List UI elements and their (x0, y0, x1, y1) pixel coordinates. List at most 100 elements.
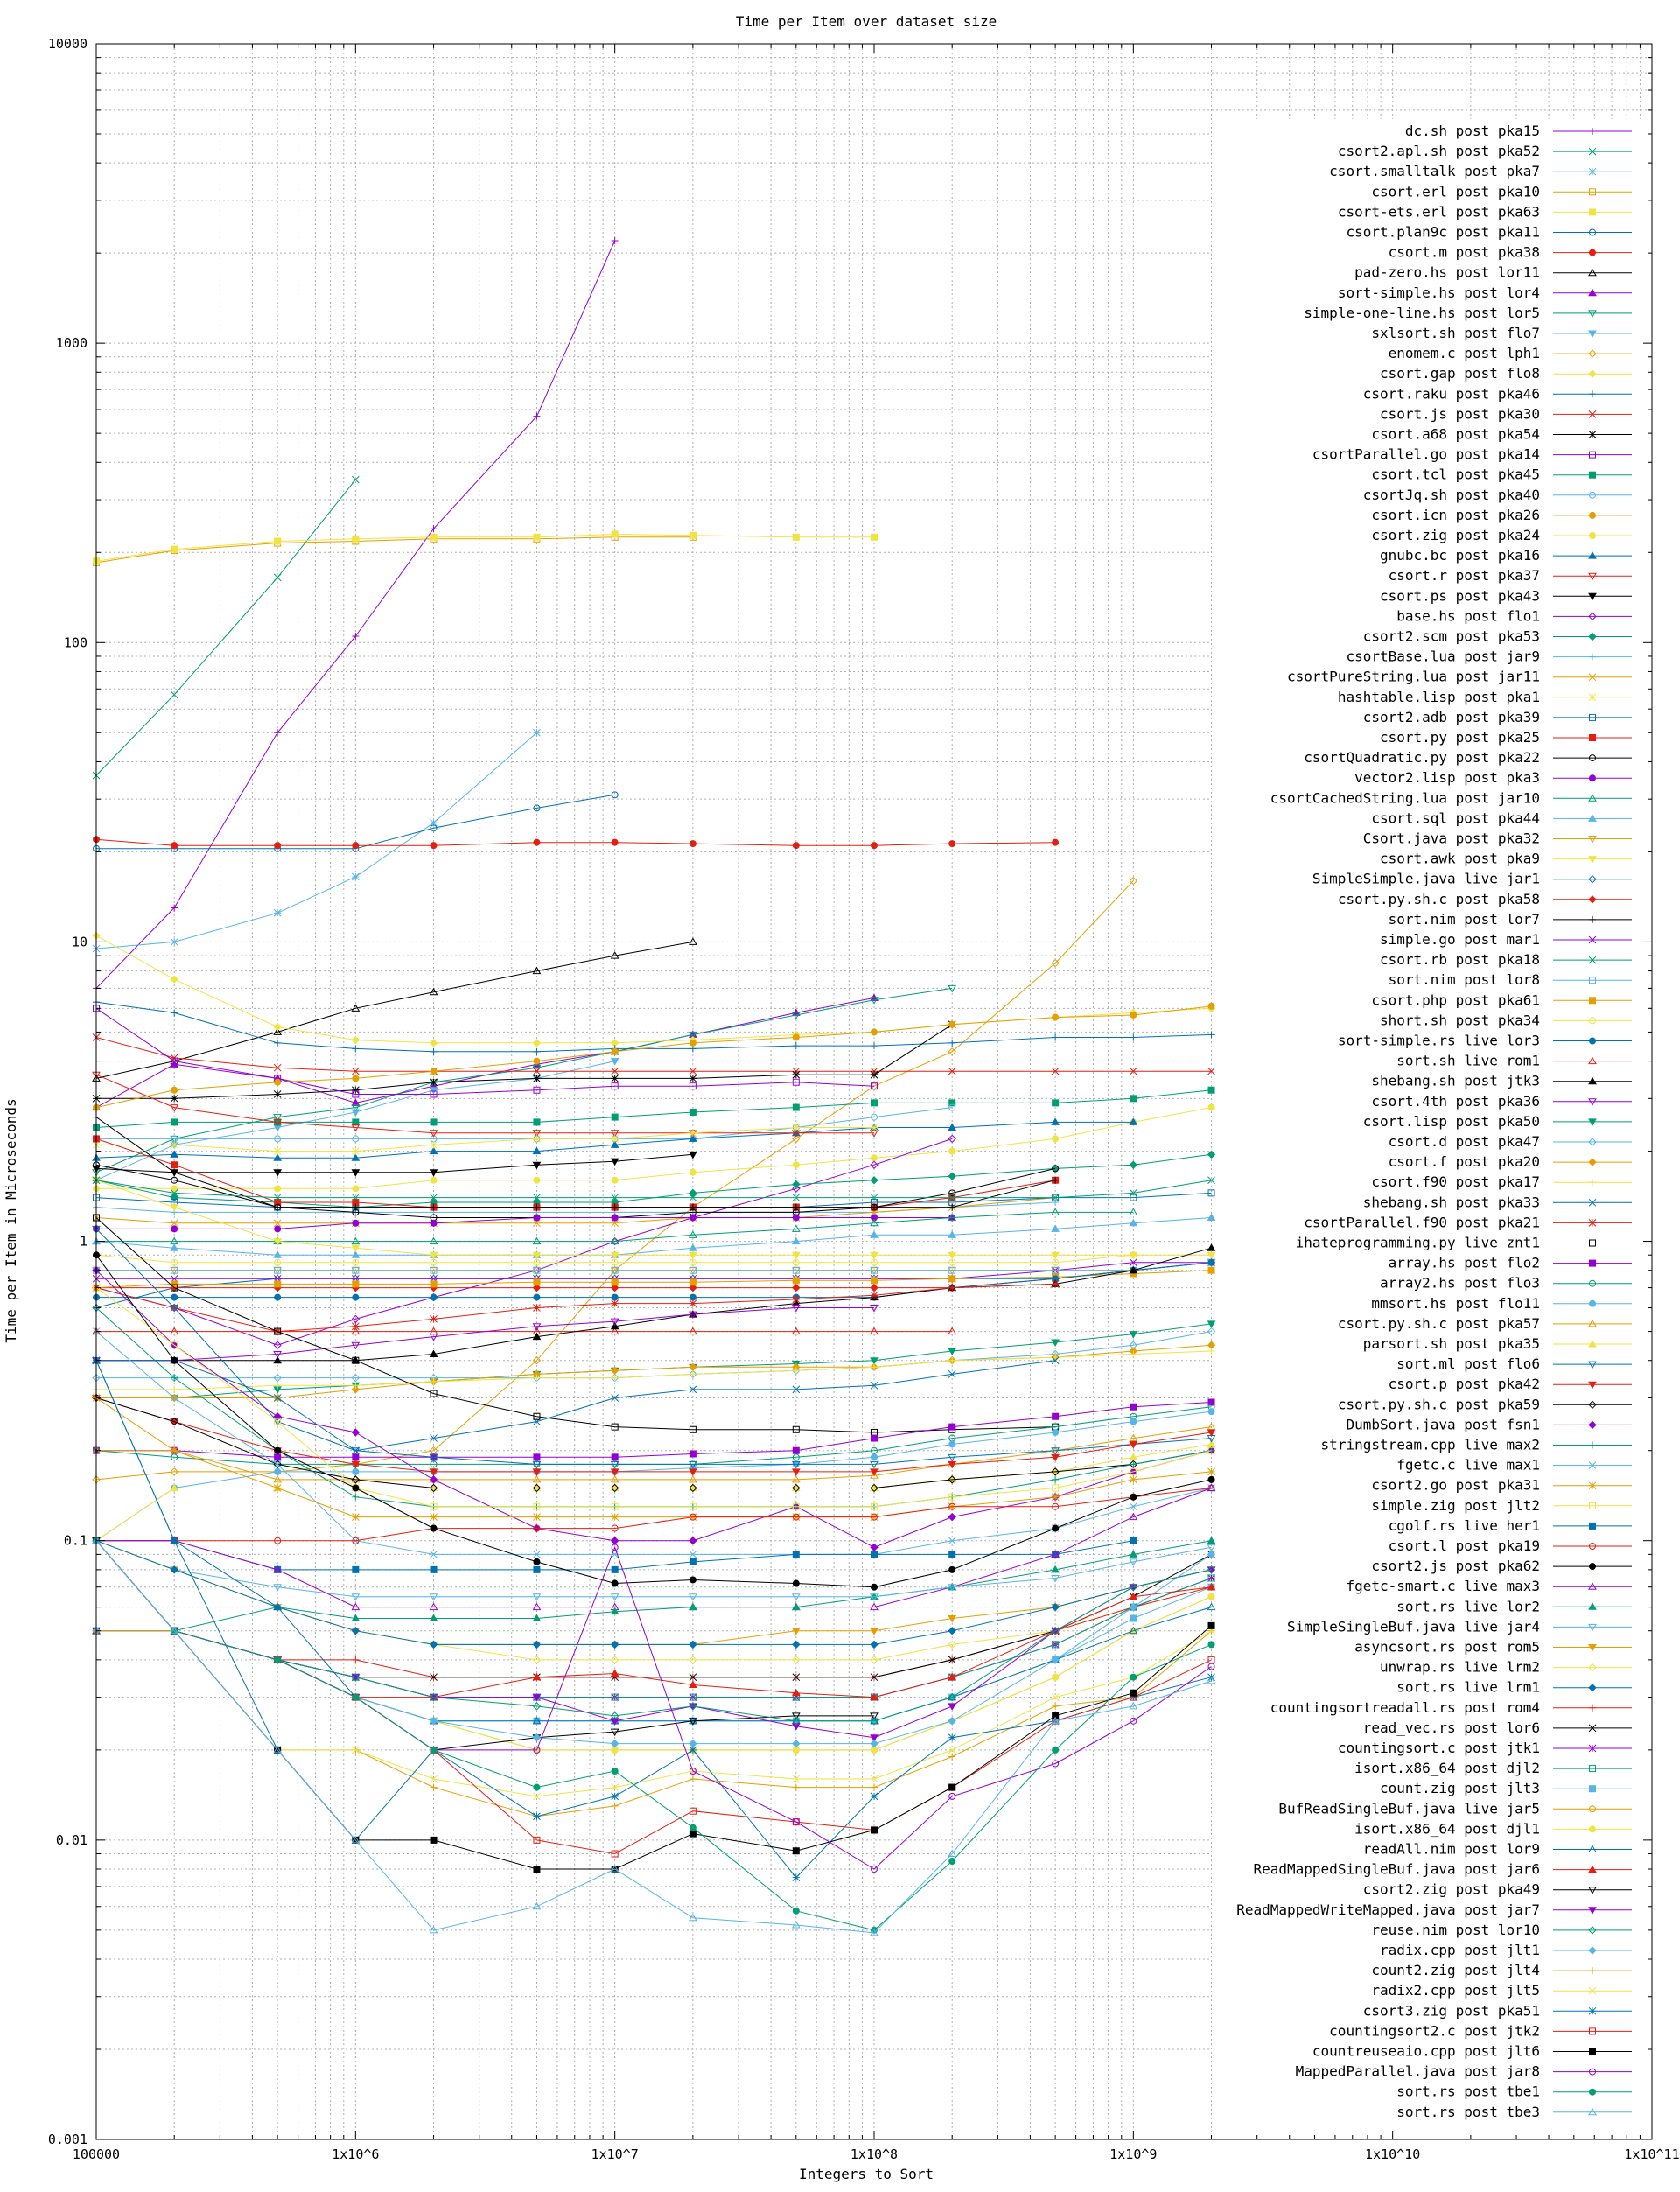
data-point (1207, 1243, 1216, 1251)
legend-label: isort.x86_64 post djl1 (1354, 1820, 1540, 1837)
data-point (351, 1673, 360, 1682)
series-line (95, 536, 693, 564)
data-point (689, 1768, 696, 1775)
series-line (96, 1262, 1212, 1299)
data-point (352, 1656, 360, 1663)
data-point (792, 1070, 801, 1079)
data-point (871, 1203, 878, 1211)
data-point (610, 1712, 620, 1720)
legend-label: csort2.zig post pka49 (1363, 1881, 1540, 1898)
data-point (948, 1746, 956, 1754)
data-point (870, 1543, 878, 1552)
data-point (273, 573, 282, 582)
data-point (689, 1039, 696, 1047)
data-point (430, 1118, 438, 1126)
data-point (610, 1483, 620, 1491)
legend-item: stringstream.cpp live max2 (1321, 1437, 1632, 1453)
data-point (429, 1483, 438, 1493)
data-point (1051, 1067, 1060, 1075)
data-point (792, 533, 800, 541)
series-line (95, 533, 874, 562)
data-point (870, 1692, 878, 1701)
data-point (429, 1236, 438, 1245)
data-point (1130, 1033, 1138, 1041)
data-point (1051, 1208, 1060, 1215)
data-point (870, 1928, 878, 1936)
data-point (352, 1293, 360, 1301)
data-point (273, 908, 282, 917)
data-point (533, 1374, 541, 1382)
data-point (792, 1295, 801, 1304)
data-point (948, 1423, 956, 1431)
data-point (1051, 1627, 1060, 1635)
data-point (791, 1460, 801, 1469)
y-tick-label: 1000 (56, 335, 88, 351)
data-point (948, 1134, 956, 1144)
data-point (689, 937, 697, 945)
data-point (1129, 1189, 1138, 1197)
data-point (533, 1075, 541, 1082)
data-point (352, 842, 360, 850)
data-point (871, 1551, 878, 1558)
data-point (611, 1768, 619, 1775)
series-18 (93, 1086, 1215, 1131)
data-point (948, 1493, 956, 1501)
data-point (533, 1194, 541, 1201)
legend-item: isort.x86_64 post djl2 (1354, 1760, 1632, 1776)
data-point (610, 1283, 620, 1292)
legend-marker (1589, 1543, 1596, 1550)
data-point (1051, 1550, 1060, 1558)
data-point (948, 1584, 957, 1592)
data-point (870, 1124, 878, 1131)
legend-item: csort2.js post pka62 (1371, 1558, 1632, 1574)
data-point (171, 842, 178, 850)
data-point (689, 1266, 696, 1274)
data-point (689, 531, 696, 539)
data-point (533, 1057, 541, 1065)
legend-item: array.hs post flo2 (1389, 1255, 1632, 1271)
legend-item: csort.ps post pka43 (1380, 587, 1632, 604)
legend-marker (1589, 1522, 1596, 1530)
data-point (533, 533, 541, 541)
data-point (429, 1640, 438, 1649)
data-point (429, 1716, 438, 1726)
data-point (792, 1067, 801, 1075)
data-point (273, 1022, 282, 1032)
data-point (351, 1460, 360, 1469)
data-point (689, 840, 696, 848)
data-point (611, 1219, 620, 1228)
data-point (533, 1086, 541, 1094)
legend-item: csortParallel.go post pka14 (1312, 446, 1632, 463)
data-point (1207, 1150, 1216, 1159)
legend-item: csort.py post pka25 (1380, 729, 1632, 746)
data-point (429, 1349, 438, 1357)
series-line (95, 1540, 1212, 1934)
data-point (791, 1224, 801, 1232)
legend-marker (1589, 1825, 1596, 1833)
data-point (611, 1693, 619, 1701)
data-point (870, 1267, 878, 1275)
data-point (171, 1280, 178, 1288)
legend-marker (1588, 1400, 1597, 1410)
data-point (610, 1728, 620, 1737)
data-point (1130, 1614, 1138, 1622)
data-point (792, 1266, 800, 1274)
data-point (871, 1113, 878, 1121)
data-point (689, 1680, 697, 1688)
data-point (1129, 876, 1138, 886)
legend-marker (1589, 2088, 1596, 2096)
legend-marker (1588, 895, 1597, 904)
data-point (792, 1873, 801, 1881)
series-15 (92, 1033, 1215, 1075)
legend-item: csort2.apl.sh post pka52 (1338, 143, 1632, 159)
data-point (1129, 1626, 1138, 1635)
legend-marker (1588, 551, 1597, 559)
data-point (1051, 1565, 1060, 1573)
data-point (273, 1341, 282, 1349)
legend-label: csort2.adb post pka39 (1363, 709, 1540, 725)
data-point (351, 1109, 360, 1117)
data-point (274, 1537, 282, 1544)
series-63 (92, 1394, 1216, 1476)
data-point (170, 1373, 178, 1383)
data-point (273, 1474, 282, 1483)
